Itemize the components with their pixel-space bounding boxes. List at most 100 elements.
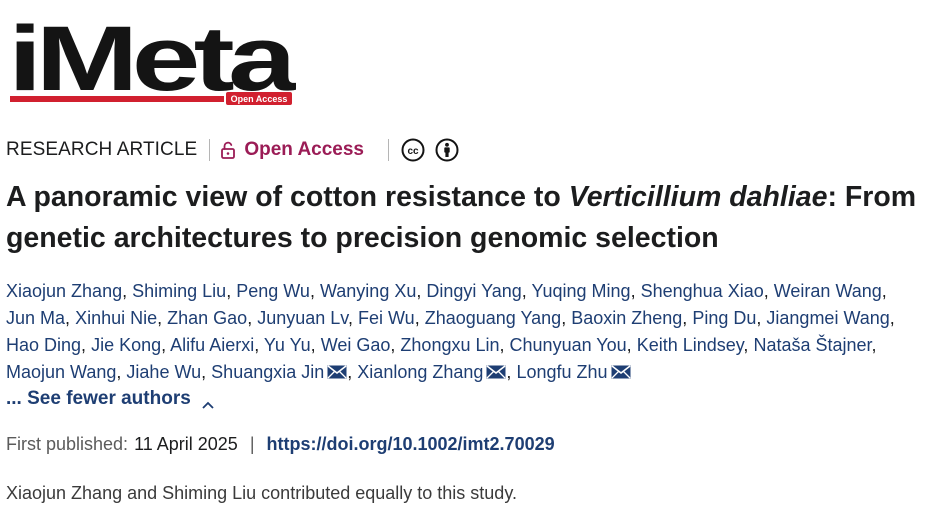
author-name-link[interactable]: Zhongxu Lin <box>400 335 500 355</box>
divider <box>388 139 389 161</box>
author-name-link[interactable]: Yuqing Ming <box>531 281 631 301</box>
author-name-link[interactable]: Yu Yu <box>263 335 311 355</box>
author-separator: , <box>506 362 512 382</box>
doi-link[interactable]: https://doi.org/10.1002/imt2.70029 <box>266 434 555 454</box>
author-name-link[interactable]: Jiahe Wu <box>126 362 202 382</box>
author-separator: , <box>390 335 396 355</box>
author-name-link[interactable]: Xinhui Nie <box>75 308 158 328</box>
author-item: Keith Lindsey, <box>637 335 749 355</box>
author-separator: , <box>65 308 71 328</box>
article-title: A panoramic view of cotton resistance to… <box>6 177 936 259</box>
see-fewer-label: ... See fewer authors <box>6 388 191 409</box>
author-name-link[interactable]: Maojun Wang <box>6 362 117 382</box>
author-name-link[interactable]: Nataša Štajner <box>753 335 872 355</box>
author-name-link[interactable]: Chunyuan You <box>509 335 627 355</box>
author-name-link[interactable]: Jun Ma <box>6 308 66 328</box>
publication-date: 11 April 2025 <box>134 434 238 454</box>
author-separator: , <box>226 281 232 301</box>
author-separator: , <box>81 335 87 355</box>
author-separator: , <box>347 308 353 328</box>
unlock-icon <box>221 141 236 159</box>
svg-text:Open Access: Open Access <box>231 94 288 104</box>
envelope-icon[interactable] <box>327 360 347 379</box>
author-name-link[interactable]: Zhaoguang Yang <box>424 308 562 328</box>
author-item: Weiran Wang, <box>774 281 887 301</box>
author-separator: , <box>347 362 353 382</box>
author-item: Ping Du, <box>692 308 761 328</box>
author-separator: , <box>201 362 207 382</box>
by-attribution-icon[interactable] <box>435 138 459 162</box>
author-name-link[interactable]: Jie Kong <box>91 335 162 355</box>
author-separator: , <box>122 281 128 301</box>
open-access-badge[interactable]: Open Access <box>221 139 364 161</box>
author-separator: , <box>889 308 895 328</box>
journal-logo[interactable]: iMeta Open Access <box>6 4 296 106</box>
author-item: Shenghua Xiao, <box>641 281 769 301</box>
author-name-link[interactable]: Baoxin Zheng <box>571 308 683 328</box>
author-item: Peng Wu, <box>236 281 315 301</box>
author-name-link[interactable]: Zhan Gao <box>167 308 248 328</box>
author-name-link[interactable]: Shuangxia Jin <box>211 362 325 382</box>
author-name-link[interactable]: Shenghua Xiao <box>640 281 764 301</box>
author-item: Zhaoguang Yang, <box>425 308 566 328</box>
author-separator: , <box>414 308 420 328</box>
author-name-link[interactable]: Weiran Wang <box>773 281 882 301</box>
author-separator: , <box>763 281 769 301</box>
cc-icon[interactable]: cc <box>401 138 425 162</box>
author-name-link[interactable]: Wei Gao <box>320 335 391 355</box>
publication-info: First published: 11 April 2025 | https:/… <box>6 434 555 455</box>
separator: | <box>249 434 255 454</box>
author-item: Xiaojun Zhang, <box>6 281 127 301</box>
author-item: Jiahe Wu, <box>126 362 206 382</box>
author-separator: , <box>499 335 505 355</box>
author-item: Shiming Liu, <box>132 281 231 301</box>
author-name-link[interactable]: Alifu Aierxi <box>170 335 255 355</box>
author-item: Zhan Gao, <box>167 308 252 328</box>
author-separator: , <box>309 281 315 301</box>
see-fewer-authors-button[interactable]: ... See fewer authors <box>6 388 215 410</box>
author-item: Jie Kong, <box>91 335 166 355</box>
author-item: Junyuan Lv, <box>257 308 353 328</box>
author-item: Xianlong Zhang, <box>357 362 511 382</box>
author-item: Alifu Aierxi, <box>170 335 259 355</box>
author-name-link[interactable]: Jiangmei Wang <box>766 308 890 328</box>
author-name-link[interactable]: Ping Du <box>692 308 757 328</box>
author-item: Fei Wu, <box>358 308 420 328</box>
author-name-link[interactable]: Junyuan Lv <box>257 308 348 328</box>
author-name-link[interactable]: Xianlong Zhang <box>357 362 484 382</box>
envelope-icon[interactable] <box>486 360 506 379</box>
chevron-up-icon <box>201 394 215 409</box>
author-name-link[interactable]: Shiming Liu <box>132 281 227 301</box>
title-species: Verticillium dahliae <box>568 181 828 213</box>
author-item: Nataša Štajner, <box>753 335 876 355</box>
author-name-link[interactable]: Dingyi Yang <box>426 281 522 301</box>
author-name-link[interactable]: Xiaojun Zhang <box>6 281 123 301</box>
author-name-link[interactable]: Longfu Zhu <box>516 362 608 382</box>
author-separator: , <box>682 308 688 328</box>
author-item: Jun Ma, <box>6 308 70 328</box>
author-name-link[interactable]: Hao Ding <box>6 335 82 355</box>
author-name-link[interactable]: Peng Wu <box>236 281 310 301</box>
author-name-link[interactable]: Keith Lindsey <box>636 335 744 355</box>
envelope-icon[interactable] <box>611 360 631 379</box>
divider <box>209 139 211 161</box>
author-item: Jiangmei Wang, <box>766 308 894 328</box>
author-name-link[interactable]: Fei Wu <box>358 308 415 328</box>
author-separator: , <box>416 281 422 301</box>
author-separator: , <box>247 308 253 328</box>
first-published-label: First published: <box>6 434 129 454</box>
author-item: Yu Yu, <box>264 335 316 355</box>
svg-text:iMeta: iMeta <box>8 8 296 106</box>
author-item: Zhongxu Lin, <box>400 335 504 355</box>
contribution-note: Xiaojun Zhang and Shiming Liu contribute… <box>6 483 517 503</box>
author-name-link[interactable]: Wanying Xu <box>319 281 417 301</box>
author-separator: , <box>881 281 887 301</box>
open-access-label: Open Access <box>244 139 364 160</box>
author-separator: , <box>161 335 167 355</box>
author-item: Dingyi Yang, <box>426 281 526 301</box>
author-item: Xinhui Nie, <box>75 308 162 328</box>
author-separator: , <box>743 335 749 355</box>
author-item: Shuangxia Jin, <box>211 362 352 382</box>
author-item: Longfu Zhu <box>516 360 631 382</box>
author-item: Baoxin Zheng, <box>571 308 687 328</box>
